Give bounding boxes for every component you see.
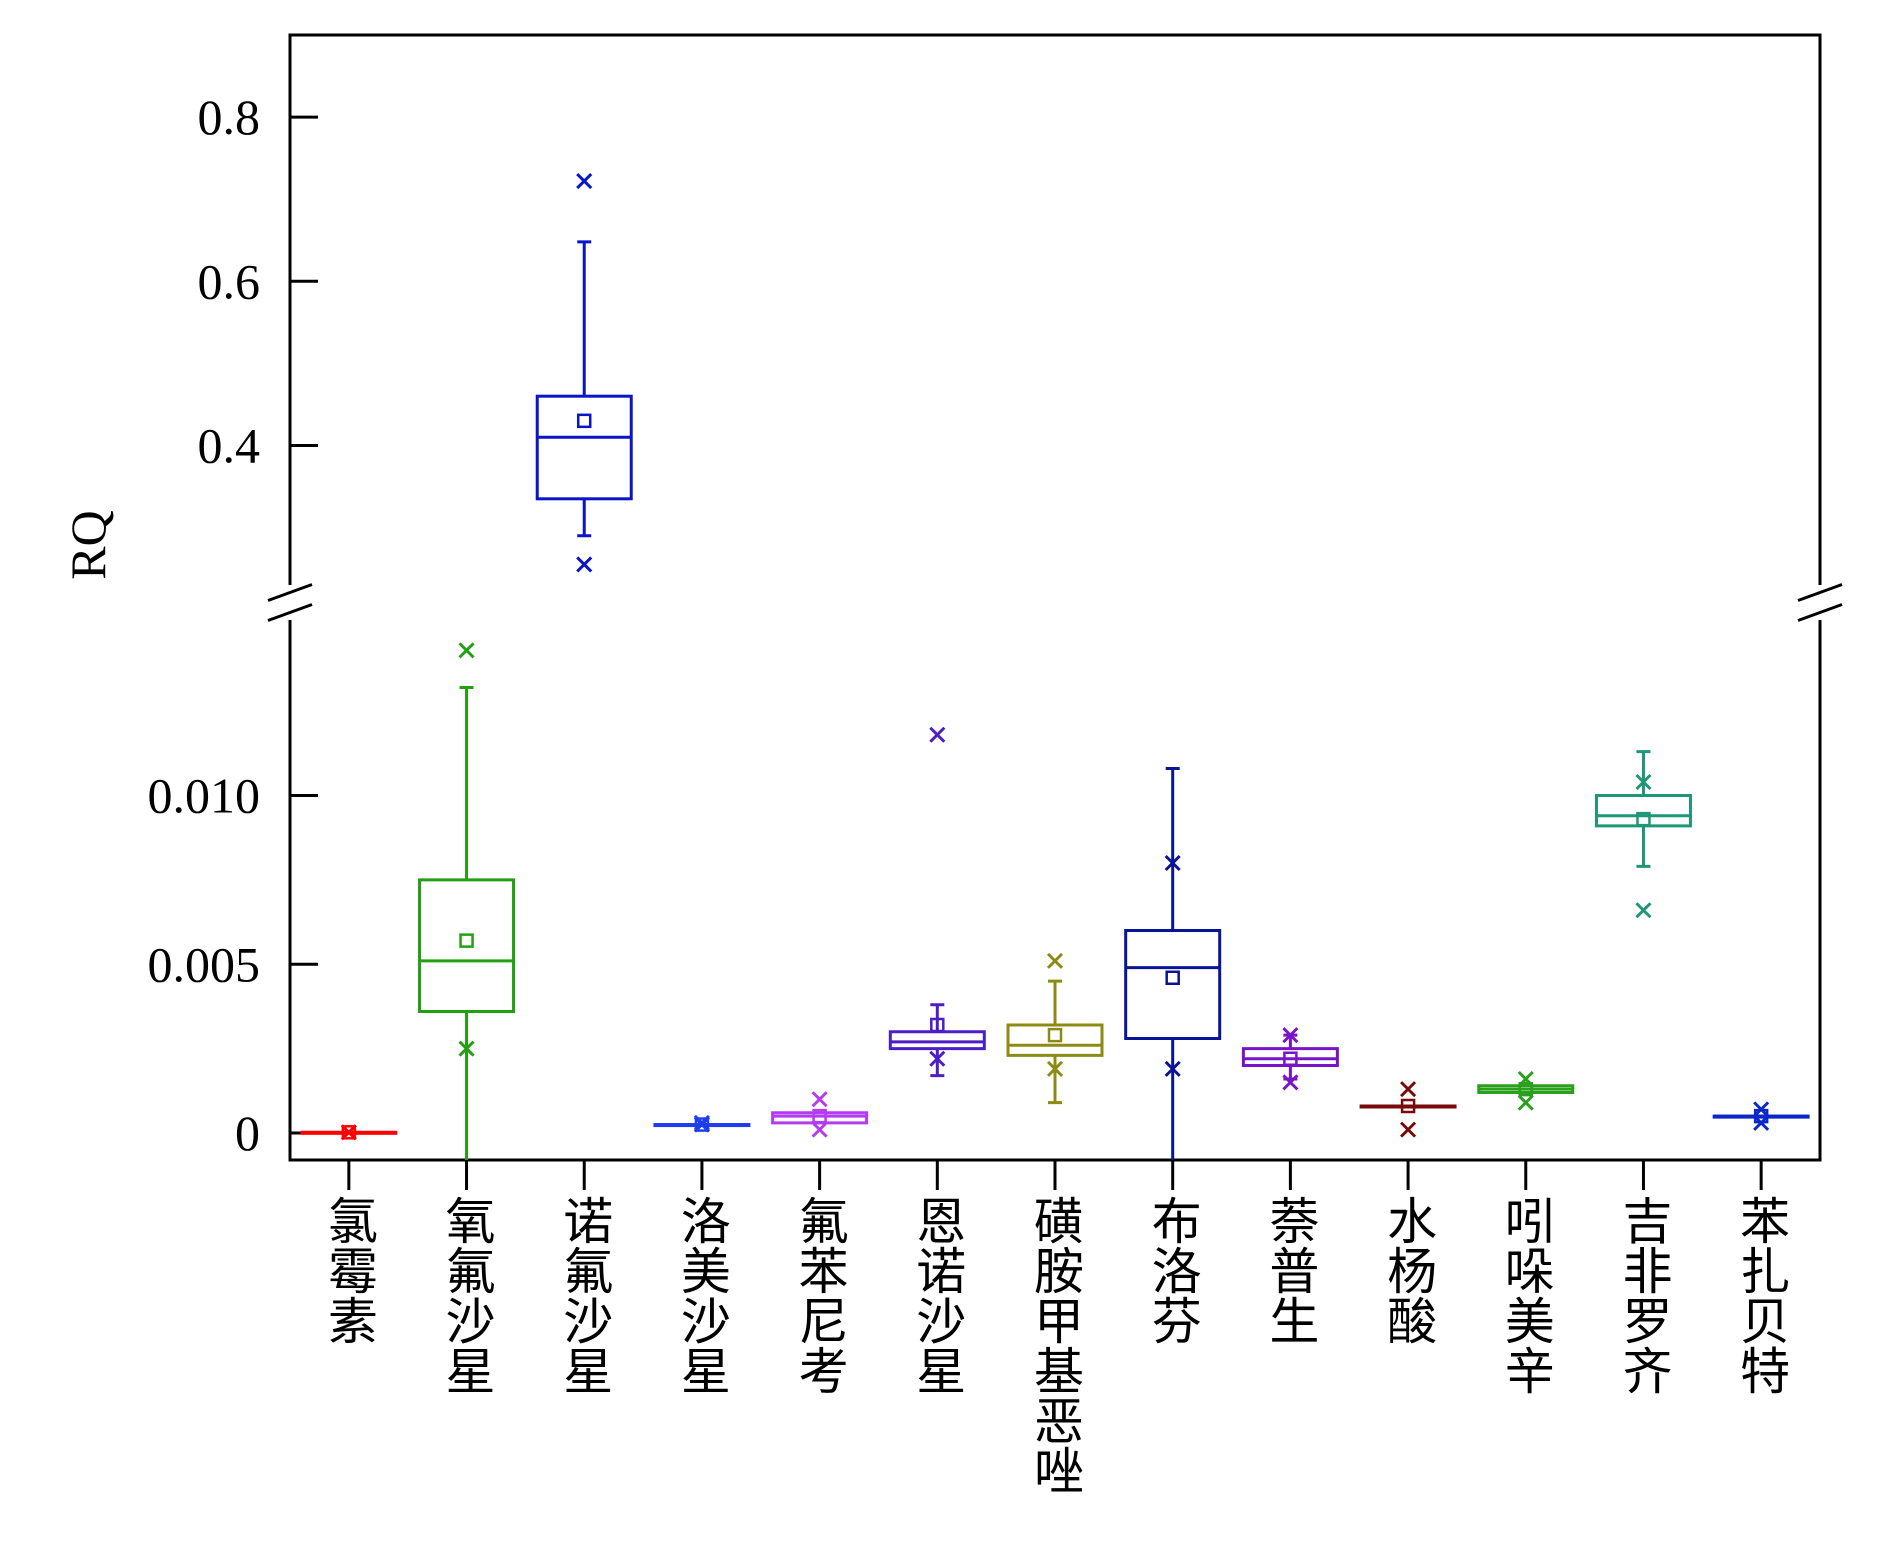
mean-marker: [576, 413, 592, 429]
outlier-marker: [811, 1121, 828, 1138]
y-tick-label: 0.005: [148, 936, 261, 992]
outlier-marker: [1517, 1070, 1534, 1088]
y-tick-label: 0.010: [148, 768, 261, 824]
box-8: [1241, 1027, 1339, 1091]
outlier-marker: [1635, 902, 1652, 919]
mean-marker: [1518, 1081, 1534, 1097]
outlier-marker: [929, 726, 946, 743]
box-10: [1477, 1070, 1575, 1111]
box-6: [1006, 952, 1104, 1105]
axis-break-slash: [267, 603, 313, 622]
axis-break-slash: [1797, 603, 1843, 622]
outlier-marker: [576, 173, 593, 190]
outlier-marker: [811, 1091, 828, 1108]
x-category-label: 氯霉素: [320, 1195, 378, 1345]
outlier-marker: [1282, 1027, 1299, 1044]
outlier-marker: [1164, 854, 1181, 872]
x-category-label: 氟苯尼考: [791, 1195, 849, 1395]
box-series: [300, 173, 1810, 1160]
mean-marker: [459, 933, 474, 948]
x-category-label: 洛美沙星: [673, 1195, 731, 1395]
outlier-marker: [1282, 1074, 1299, 1091]
x-category-label: 诺氟沙星: [555, 1195, 613, 1395]
mean-marker: [1283, 1051, 1298, 1066]
outlier-marker: [576, 556, 593, 573]
outlier-marker: [1635, 773, 1652, 791]
axis-break-slash: [1797, 583, 1843, 602]
mean-marker: [1636, 811, 1651, 827]
outlier-marker: [1753, 1114, 1770, 1131]
x-category-label: 磺胺甲基恶唑: [1026, 1195, 1084, 1495]
box-3: [653, 1114, 751, 1133]
x-category-label: 氧氟沙星: [438, 1195, 496, 1395]
mean-marker: [1047, 1027, 1063, 1043]
y-tick-label: 0.6: [198, 253, 261, 309]
mean-marker: [694, 1117, 710, 1132]
axis-break-slash: [267, 583, 313, 602]
x-category-label: 水杨酸: [1379, 1195, 1437, 1345]
mean-marker: [341, 1125, 357, 1140]
x-category-label: 布洛芬: [1144, 1195, 1202, 1345]
box-11: [1594, 750, 1692, 919]
outlier-marker: [1400, 1121, 1417, 1138]
x-category-label: 苯扎贝特: [1732, 1195, 1790, 1395]
iqr-box: [1594, 794, 1692, 828]
outlier-marker: [1046, 952, 1064, 969]
mean-marker: [930, 1017, 945, 1033]
y-tick-label: 0: [235, 1105, 260, 1161]
mean-marker: [1165, 970, 1180, 985]
outlier-marker: [458, 1040, 475, 1057]
outlier-marker: [929, 1050, 946, 1067]
box-2: [535, 173, 633, 573]
y-axis-title: RQ: [60, 510, 116, 579]
outlier-marker: [1517, 1094, 1534, 1111]
box-5: [888, 726, 986, 1078]
x-category-label: 萘普生: [1261, 1195, 1319, 1345]
iqr-box: [535, 394, 633, 501]
y-tick-label: 0.4: [198, 417, 261, 473]
axis-break-marks: [267, 583, 1843, 622]
x-axis: 氯霉素 氧氟沙星 诺氟沙星 洛美沙星 氟苯尼考 恩诺沙星 磺胺甲基恶唑 布洛芬 萘普生 水杨酸 吲哚…: [320, 1160, 1790, 1495]
y-axis: 0 0.005 0.010 0.4 0.6 0.8: [148, 89, 318, 1161]
y-tick-label: 0.8: [198, 89, 261, 145]
outlier-marker: [458, 642, 475, 659]
x-category-label: 吲哚美辛: [1497, 1195, 1555, 1395]
outlier-marker: [340, 1124, 357, 1141]
iqr-box: [1241, 1047, 1339, 1067]
mean-marker: [812, 1108, 827, 1124]
outlier-marker: [693, 1114, 710, 1131]
box-12: [1712, 1101, 1810, 1131]
outlier-marker: [1753, 1101, 1770, 1118]
box-0: [300, 1124, 398, 1141]
box-7: [1124, 767, 1222, 1160]
box-1: [418, 642, 516, 1160]
box-9: [1359, 1081, 1457, 1138]
outlier-marker: [1046, 1060, 1064, 1077]
x-category-label: 吉非罗齐: [1614, 1195, 1672, 1395]
mean-marker: [1400, 1098, 1416, 1114]
box-4: [771, 1091, 869, 1138]
outlier-marker: [1164, 1060, 1181, 1077]
outlier-marker: [1400, 1081, 1417, 1098]
iqr-box: [888, 1030, 986, 1051]
x-category-label: 恩诺沙星: [908, 1195, 966, 1395]
